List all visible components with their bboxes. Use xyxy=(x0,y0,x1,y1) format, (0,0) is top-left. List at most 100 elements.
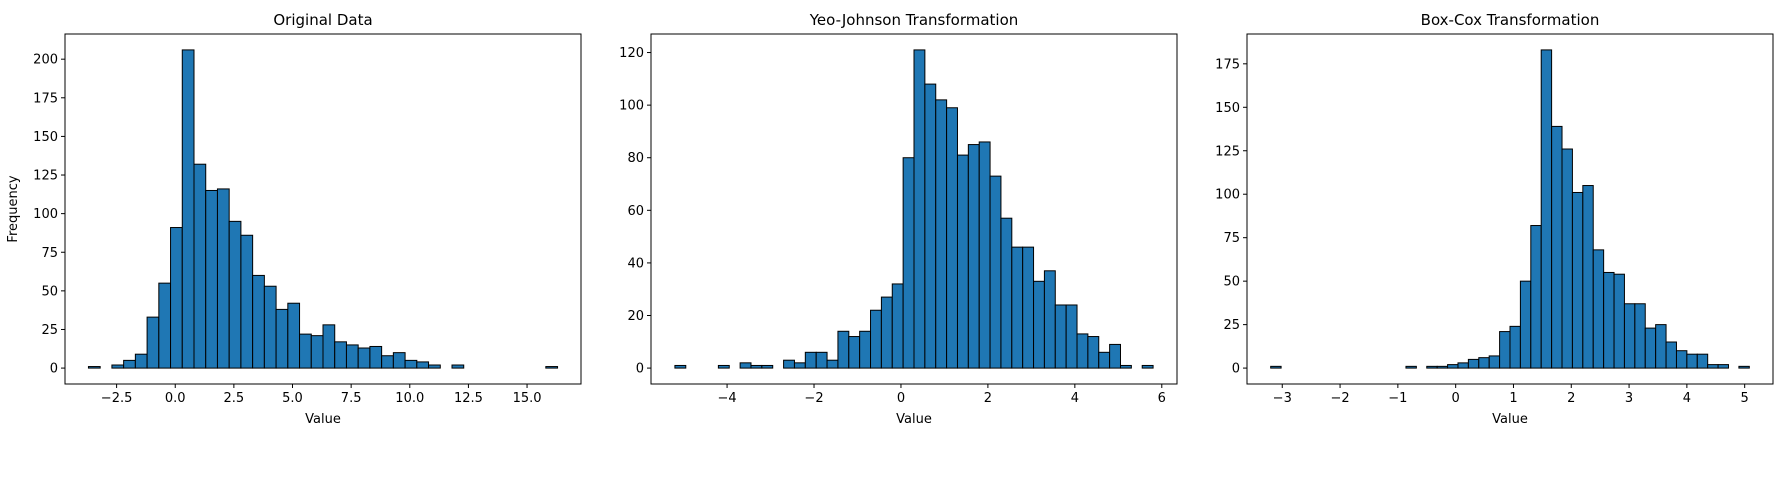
x-tick-label: 0.0 xyxy=(165,391,186,406)
y-tick-label: 150 xyxy=(1215,101,1240,116)
y-tick-label: 0 xyxy=(636,362,644,377)
histogram-bar xyxy=(381,355,394,369)
x-tick-label: 2 xyxy=(984,391,992,406)
histogram-bar xyxy=(545,366,559,369)
x-tick-label: 5 xyxy=(1741,391,1749,406)
histogram-bar xyxy=(891,283,904,369)
histogram-bar xyxy=(299,333,312,369)
histogram-bar xyxy=(804,351,817,369)
histogram-bar xyxy=(1686,353,1698,369)
y-tick-label: 80 xyxy=(627,151,644,166)
x-tick-label: 0 xyxy=(1452,391,1460,406)
x-tick-label: 1 xyxy=(1509,391,1517,406)
histogram-bar xyxy=(1623,303,1636,369)
histogram-bar xyxy=(1087,336,1100,369)
histogram-bar xyxy=(1065,304,1078,369)
histogram-bar xyxy=(1707,364,1719,369)
histogram-bar xyxy=(87,366,101,369)
histogram-bar xyxy=(978,141,991,369)
y-tick-label: 0 xyxy=(1232,362,1240,377)
x-tick-label: −4 xyxy=(717,391,736,406)
histogram-bar xyxy=(134,353,148,369)
y-tick-label: 0 xyxy=(50,362,58,377)
histogram-bar xyxy=(193,163,207,369)
histogram-bar xyxy=(158,282,172,369)
histogram-bar xyxy=(1011,246,1024,369)
histogram-bar xyxy=(837,330,850,369)
x-axis-label: Value xyxy=(896,412,932,427)
y-tick-label: 175 xyxy=(1215,57,1240,72)
histogram-bar xyxy=(793,362,806,369)
histogram-bar xyxy=(1561,148,1573,369)
histogram-bar xyxy=(1478,357,1490,369)
chart-title: Yeo-Johnson Transformation xyxy=(809,11,1019,29)
y-tick-label: 50 xyxy=(1223,275,1240,290)
histogram-bar xyxy=(252,274,265,369)
histogram-bar xyxy=(1270,365,1282,369)
histogram-bar xyxy=(913,49,926,369)
y-tick-label: 100 xyxy=(33,207,58,222)
histogram-bar xyxy=(1644,327,1657,369)
histogram-bar xyxy=(739,362,752,369)
x-tick-label: 15.0 xyxy=(513,391,542,406)
histogram-bar xyxy=(1603,271,1615,369)
histogram-bar xyxy=(967,144,980,369)
histogram-bar xyxy=(1022,246,1035,369)
chart-box-cox: −3 −2 −1 0 1 2 3 4 5 0 25 50 75 100 125 150 175 Box-Cox … xyxy=(1192,8,1788,482)
x-tick-label: 6 xyxy=(1158,391,1166,406)
histogram-bar xyxy=(1530,225,1542,369)
histogram-bar xyxy=(1582,185,1594,369)
histogram-bar xyxy=(761,364,774,369)
histogram-bar xyxy=(1717,364,1729,369)
x-tick-label: −2 xyxy=(1330,391,1349,406)
histogram-bar xyxy=(1738,365,1750,369)
histogram-bar xyxy=(674,364,687,369)
histogram-bar xyxy=(1499,331,1511,369)
x-tick-label: 2.5 xyxy=(224,391,245,406)
y-tick-label: 100 xyxy=(619,99,644,114)
histogram-bar xyxy=(428,364,441,369)
x-tick-label: 2 xyxy=(1567,391,1575,406)
y-tick-label: 125 xyxy=(33,169,58,184)
plot-area: −2.5 0.0 2.5 5.0 7.5 10.0 12.5 15.0 0 25 50 75 100 12… xyxy=(33,33,582,406)
histogram-bar xyxy=(310,335,324,369)
histogram-bar xyxy=(111,364,125,369)
chart-title: Box-Cox Transformation xyxy=(1421,11,1600,29)
chart-title: Original Data xyxy=(273,11,372,29)
y-tick-label: 175 xyxy=(33,91,58,106)
histogram-bar xyxy=(1119,364,1132,369)
histogram-bar xyxy=(1436,365,1449,369)
histogram-bar xyxy=(345,344,359,369)
histogram-bar xyxy=(1519,280,1532,369)
histogram-bar xyxy=(1613,273,1625,369)
axes-frame xyxy=(1246,33,1774,385)
y-tick-label: 20 xyxy=(627,309,644,324)
histogram-bar xyxy=(404,359,418,369)
histogram-bar xyxy=(205,189,218,369)
histogram-bar xyxy=(1076,333,1089,369)
y-tick-label: 25 xyxy=(41,323,58,338)
histogram-bar xyxy=(322,324,336,369)
histogram-bar xyxy=(717,364,730,369)
histogram-bar xyxy=(416,361,430,369)
histogram-bar xyxy=(1634,303,1646,369)
histogram-bar xyxy=(275,308,289,369)
histogram-bar xyxy=(1509,325,1521,369)
histogram-bar xyxy=(1098,351,1111,369)
histogram-original-data-canvas: −2.5 0.0 2.5 5.0 7.5 10.0 12.5 15.0 0 25 50 75 100 12… xyxy=(6,11,582,427)
histogram-bar xyxy=(989,175,1002,369)
x-tick-label: 3 xyxy=(1625,391,1633,406)
histogram-bar xyxy=(146,316,160,369)
histogram-bar xyxy=(1043,270,1056,369)
axes-frame xyxy=(650,33,1178,385)
histogram-bar xyxy=(1457,362,1469,369)
x-axis-label: Value xyxy=(1492,412,1528,427)
histogram-bar xyxy=(216,188,230,369)
histogram-bar xyxy=(1405,365,1417,369)
x-tick-label: −2.5 xyxy=(101,391,133,406)
histogram-bar xyxy=(334,341,347,369)
histogram-bar xyxy=(1592,249,1605,369)
histogram-bar xyxy=(1696,353,1709,369)
axes-frame xyxy=(64,33,582,385)
